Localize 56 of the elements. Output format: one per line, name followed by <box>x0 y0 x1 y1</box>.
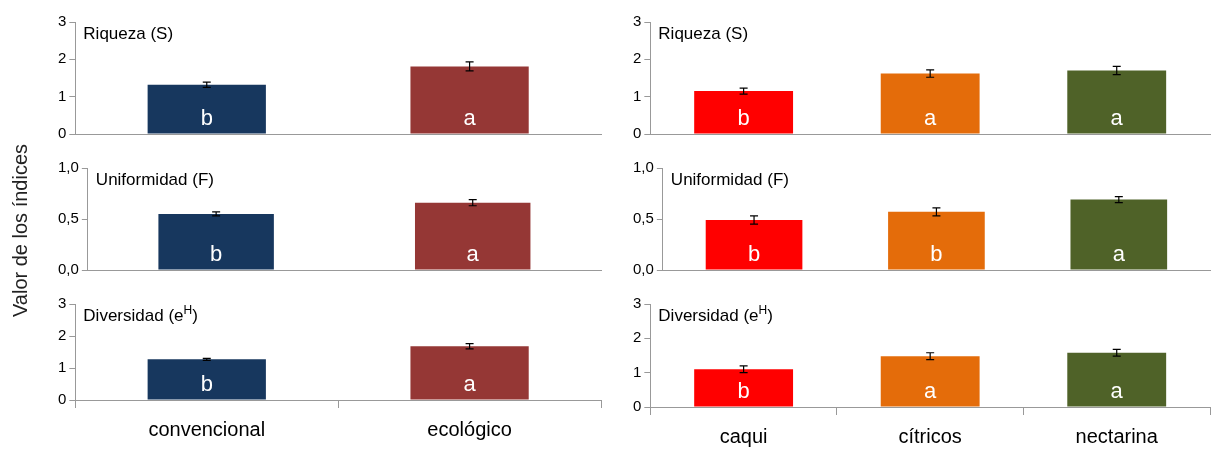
y-tick-label: 0,5 <box>632 209 654 227</box>
x-tick-label: caqui <box>719 424 768 447</box>
annotation: a <box>463 105 477 131</box>
chart-title: Riqueza (S) <box>83 24 174 44</box>
y-tick-label: 1 <box>58 358 67 376</box>
x-tick-label: cítricos <box>898 424 962 447</box>
y-tick-label: 0 <box>58 390 67 408</box>
bar <box>1067 352 1167 407</box>
annotation: a <box>463 371 477 397</box>
chart-title: Riqueza (S) <box>658 24 749 44</box>
y-tick-label: 2 <box>58 49 67 67</box>
bar <box>880 356 980 407</box>
annotation: b <box>747 241 761 267</box>
bar <box>880 73 980 134</box>
y-tick-label: 0,5 <box>57 209 79 227</box>
y-tick-label: 3 <box>58 294 67 312</box>
y-tick-label: 1 <box>633 362 642 380</box>
annotation: b <box>737 105 750 131</box>
y-tick-label: 0 <box>58 124 67 142</box>
bar <box>1070 199 1168 270</box>
y-axis-title: Valor de los índices <box>9 143 33 317</box>
x-tick-label: convencional <box>148 417 266 440</box>
y-tick-label: 1 <box>633 86 642 104</box>
x-tick-label: nectarina <box>1075 424 1159 447</box>
annotation: b <box>200 371 213 397</box>
y-tick-label: 3 <box>633 294 642 312</box>
bar <box>1067 70 1167 134</box>
bar <box>694 91 794 134</box>
y-tick-label: 3 <box>633 12 642 30</box>
annotation: a <box>466 241 480 267</box>
y-tick-label: 0,0 <box>57 260 79 278</box>
y-tick-label: 1 <box>58 86 67 104</box>
annotation: b <box>200 105 213 131</box>
y-tick-label: 2 <box>58 326 67 344</box>
annotation: b <box>737 378 750 404</box>
bar <box>694 369 794 407</box>
annotation: a <box>1112 241 1126 267</box>
bar <box>888 211 985 270</box>
annotation: a <box>1110 378 1124 404</box>
y-tick-label: 0 <box>633 397 642 415</box>
y-tick-label: 2 <box>633 49 642 67</box>
annotation: b <box>210 241 223 267</box>
y-tick-label: 1,0 <box>632 158 654 176</box>
y-tick-label: 0 <box>633 124 642 142</box>
annotation: a <box>1110 105 1124 131</box>
chart-title: Uniformidad (F) <box>670 170 789 190</box>
annotation: b <box>930 241 943 267</box>
annotation: a <box>924 378 938 404</box>
y-tick-label: 0,0 <box>632 260 654 278</box>
x-tick-label: ecológico <box>427 417 512 440</box>
chart-title: Uniformidad (F) <box>95 170 214 190</box>
bar <box>705 220 803 270</box>
y-tick-label: 2 <box>633 328 642 346</box>
y-tick-label: 1,0 <box>57 158 79 176</box>
y-tick-label: 3 <box>58 12 67 30</box>
annotation: a <box>924 105 938 131</box>
